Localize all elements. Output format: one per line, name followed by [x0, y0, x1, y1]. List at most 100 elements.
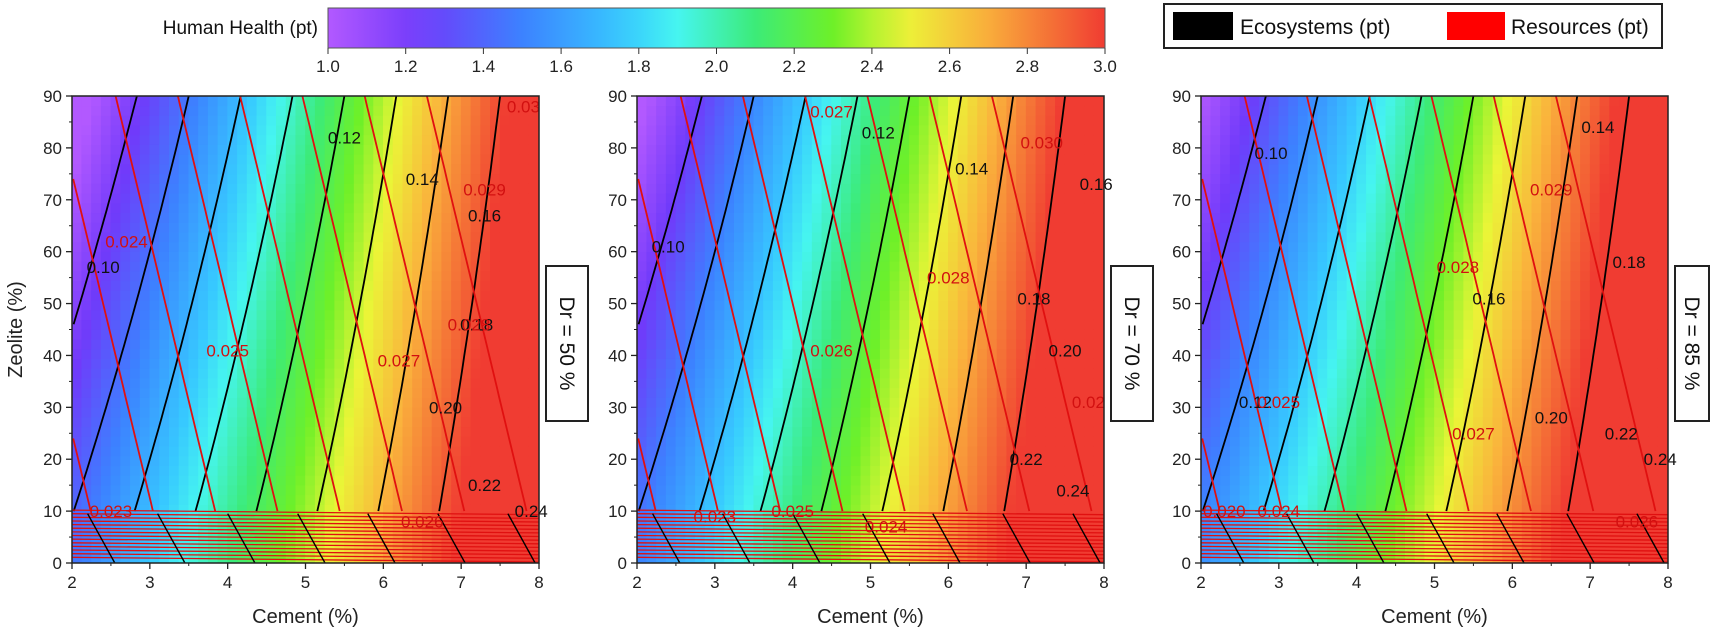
heatmap-cell: [831, 105, 842, 116]
heatmap-cell: [285, 192, 297, 204]
heatmap-cell: [986, 543, 998, 554]
heatmap-cell: [130, 163, 141, 175]
heatmap-cell: [656, 348, 667, 359]
heatmap-cell: [110, 144, 121, 155]
heatmap-cell: [120, 154, 131, 165]
heatmap-cell: [509, 290, 520, 301]
heatmap-cell: [899, 183, 910, 194]
heatmap-cell: [792, 212, 803, 223]
heatmap-cell: [938, 465, 949, 476]
heatmap-cell: [499, 504, 511, 515]
resources-contour-label: 0.026: [401, 512, 444, 531]
heatmap-cell: [724, 202, 735, 214]
heatmap-cell: [149, 222, 160, 233]
heatmap-cell: [1210, 426, 1221, 437]
heatmap-cell: [1006, 241, 1017, 252]
heatmap-cell: [1201, 426, 1212, 437]
heatmap-cell: [928, 416, 939, 428]
heatmap-cell: [383, 96, 394, 107]
heatmap-cell: [986, 290, 998, 301]
heatmap-cell: [383, 300, 394, 311]
heatmap-cell: [1016, 154, 1027, 165]
heatmap-cell: [704, 183, 716, 194]
heatmap-cell: [139, 407, 151, 418]
heatmap-cell: [1035, 368, 1046, 379]
heatmap-cell: [285, 319, 297, 330]
heatmap-cell: [1045, 494, 1056, 505]
heatmap-cell: [685, 154, 696, 165]
heatmap-cell: [986, 494, 998, 505]
heatmap-cell: [870, 96, 881, 107]
heatmap-cell: [977, 465, 988, 476]
heatmap-cell: [72, 241, 83, 252]
heatmap-cell: [831, 426, 842, 437]
heatmap-cell: [1045, 96, 1056, 107]
heatmap-cell: [996, 504, 1008, 515]
heatmap-cell: [743, 465, 755, 476]
heatmap-cell: [986, 514, 998, 525]
heatmap-cell: [324, 270, 335, 282]
x-tick-label: 3: [710, 573, 719, 592]
heatmap-cell: [1025, 105, 1037, 116]
heatmap-cell: [353, 514, 365, 525]
heatmap-cell: [246, 115, 258, 126]
heatmap-cell: [237, 300, 248, 311]
heatmap-cell: [470, 202, 481, 214]
heatmap-cell: [704, 445, 716, 457]
heatmap-cell: [402, 543, 413, 554]
heatmap-cell: [344, 115, 355, 126]
heatmap-cell: [159, 270, 170, 282]
heatmap-cell: [1055, 319, 1066, 330]
heatmap-cell: [295, 494, 306, 505]
heatmap-cell: [324, 436, 335, 447]
heatmap-cell: [178, 280, 190, 291]
heatmap-cell: [772, 241, 784, 252]
heatmap-cell: [879, 338, 891, 350]
heatmap-cell: [685, 416, 696, 428]
heatmap-cell: [656, 407, 667, 418]
heatmap-cell: [373, 514, 384, 525]
x-axis-label: Cement (%): [817, 606, 924, 628]
heatmap-cell: [821, 329, 832, 340]
heatmap-cell: [110, 134, 121, 145]
heatmap-cell: [431, 494, 443, 505]
heatmap-cell: [168, 222, 180, 233]
heatmap-cell: [1025, 280, 1037, 291]
heatmap-cell: [383, 377, 394, 389]
heatmap-cell: [637, 290, 648, 301]
heatmap-cell: [110, 329, 121, 340]
heatmap-cell: [724, 436, 735, 447]
heatmap-cell: [1055, 484, 1066, 496]
heatmap-cell: [509, 329, 520, 340]
heatmap-cell: [646, 124, 657, 136]
heatmap-cell: [909, 105, 920, 116]
heatmap-cell: [480, 134, 491, 145]
heatmap-cell: [499, 124, 511, 136]
heatmap-cell: [909, 96, 920, 107]
heatmap-cell: [889, 280, 900, 291]
heatmap-cell: [285, 455, 297, 467]
heatmap-cell: [977, 377, 988, 389]
heatmap-cell: [519, 154, 530, 165]
heatmap-cell: [353, 494, 365, 505]
heatmap-cell: [733, 192, 745, 204]
heatmap-cell: [441, 368, 452, 379]
heatmap-cell: [665, 163, 677, 175]
heatmap-cell: [139, 533, 151, 544]
heatmap-cell: [1093, 154, 1104, 165]
heatmap-cell: [802, 338, 813, 350]
heatmap-cell: [714, 270, 725, 282]
heatmap-cell: [276, 154, 287, 165]
heatmap-cell: [149, 338, 160, 350]
heatmap-cell: [841, 212, 852, 223]
heatmap-cell: [470, 241, 481, 252]
heatmap-cell: [724, 445, 735, 457]
heatmap-cell: [256, 115, 267, 126]
ecosystems-contour-band: [156, 513, 186, 563]
heatmap-cell: [792, 387, 803, 398]
heatmap-cell: [646, 241, 657, 252]
heatmap-cell: [763, 261, 774, 272]
heatmap-cell: [1210, 290, 1221, 301]
heatmap-cell: [451, 202, 462, 214]
heatmap-cell: [792, 552, 803, 563]
